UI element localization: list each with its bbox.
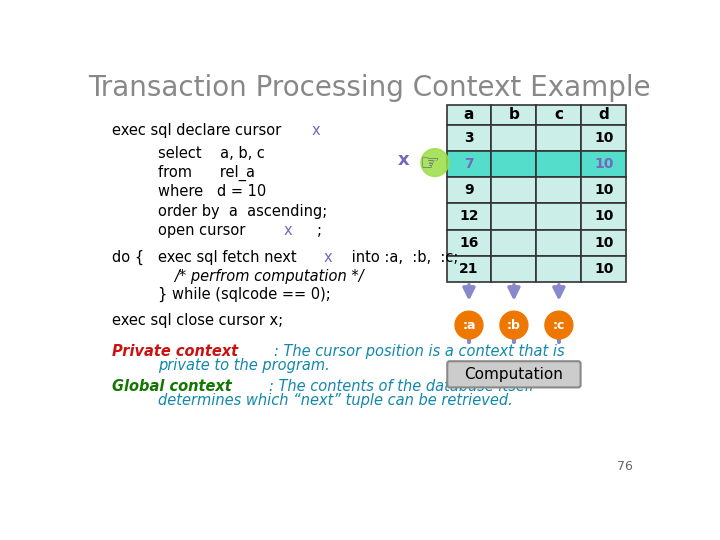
Text: a: a [464, 107, 474, 123]
Text: 9: 9 [464, 183, 474, 197]
Bar [446, 151, 492, 177]
Text: Private context: Private context [112, 344, 238, 359]
Bar [581, 204, 626, 230]
Text: 76: 76 [616, 460, 632, 473]
Bar [446, 230, 492, 256]
Text: select    a, b, c: select a, b, c [158, 146, 265, 161]
Text: /* perfrom computation */: /* perfrom computation */ [174, 269, 364, 284]
Text: x: x [323, 250, 332, 265]
Bar [581, 125, 626, 151]
Bar [492, 151, 536, 177]
Text: 12: 12 [459, 210, 479, 224]
Bar [581, 105, 626, 125]
Text: } while (sqlcode == 0);: } while (sqlcode == 0); [158, 287, 331, 302]
Circle shape [500, 311, 528, 339]
Text: determines which “next” tuple can be retrieved.: determines which “next” tuple can be ret… [158, 393, 513, 408]
Bar [581, 151, 626, 177]
Bar [446, 256, 492, 282]
Text: b: b [508, 107, 519, 123]
Bar [581, 230, 626, 256]
Bar [492, 230, 536, 256]
Text: 21: 21 [459, 262, 479, 276]
Text: x: x [311, 123, 320, 138]
Bar [492, 105, 536, 125]
Text: exec sql declare cursor: exec sql declare cursor [112, 123, 286, 138]
Text: 7: 7 [464, 157, 474, 171]
Text: 16: 16 [459, 235, 479, 249]
Bar [492, 125, 536, 151]
Bar [581, 256, 626, 282]
Text: d: d [598, 107, 609, 123]
Text: order by  a  ascending;: order by a ascending; [158, 204, 328, 219]
Text: from      rel_a: from rel_a [158, 165, 255, 181]
Bar [536, 125, 581, 151]
Bar [536, 204, 581, 230]
Text: :a: :a [462, 319, 476, 332]
Bar [536, 230, 581, 256]
Text: 3: 3 [464, 131, 474, 145]
Bar [536, 151, 581, 177]
Text: open cursor: open cursor [158, 223, 251, 238]
FancyBboxPatch shape [447, 361, 580, 387]
Text: Transaction Processing Context Example: Transaction Processing Context Example [88, 74, 650, 102]
Text: 10: 10 [594, 262, 613, 276]
Text: ☞: ☞ [418, 154, 438, 174]
Text: 10: 10 [594, 235, 613, 249]
Text: into :a,  :b,  :c;: into :a, :b, :c; [347, 250, 459, 265]
Bar [446, 125, 492, 151]
Text: Global context: Global context [112, 379, 231, 394]
Text: do {   exec sql fetch next: do { exec sql fetch next [112, 249, 301, 265]
Text: x: x [284, 223, 292, 238]
Text: 10: 10 [594, 131, 613, 145]
Text: Computation: Computation [464, 367, 563, 382]
Text: private to the program.: private to the program. [158, 357, 330, 373]
Bar [536, 256, 581, 282]
Bar [581, 177, 626, 204]
Text: : The contents of the database itself: : The contents of the database itself [269, 379, 534, 394]
Circle shape [421, 148, 449, 177]
Bar [446, 177, 492, 204]
Bar [492, 256, 536, 282]
Bar [492, 177, 536, 204]
Circle shape [545, 311, 573, 339]
Bar [536, 105, 581, 125]
Text: : The cursor position is a context that is: : The cursor position is a context that … [274, 344, 565, 359]
Text: 10: 10 [594, 183, 613, 197]
Text: where   d = 10: where d = 10 [158, 184, 266, 199]
Text: exec sql close cursor x;: exec sql close cursor x; [112, 313, 283, 328]
Bar [446, 204, 492, 230]
Text: 10: 10 [594, 157, 613, 171]
Circle shape [455, 311, 483, 339]
Bar [536, 177, 581, 204]
Text: :c: :c [553, 319, 565, 332]
Text: :b: :b [507, 319, 521, 332]
Bar [492, 204, 536, 230]
Text: ;: ; [317, 223, 322, 238]
Text: x: x [398, 151, 410, 169]
Text: c: c [554, 107, 563, 123]
Bar [446, 105, 492, 125]
Text: 10: 10 [594, 210, 613, 224]
